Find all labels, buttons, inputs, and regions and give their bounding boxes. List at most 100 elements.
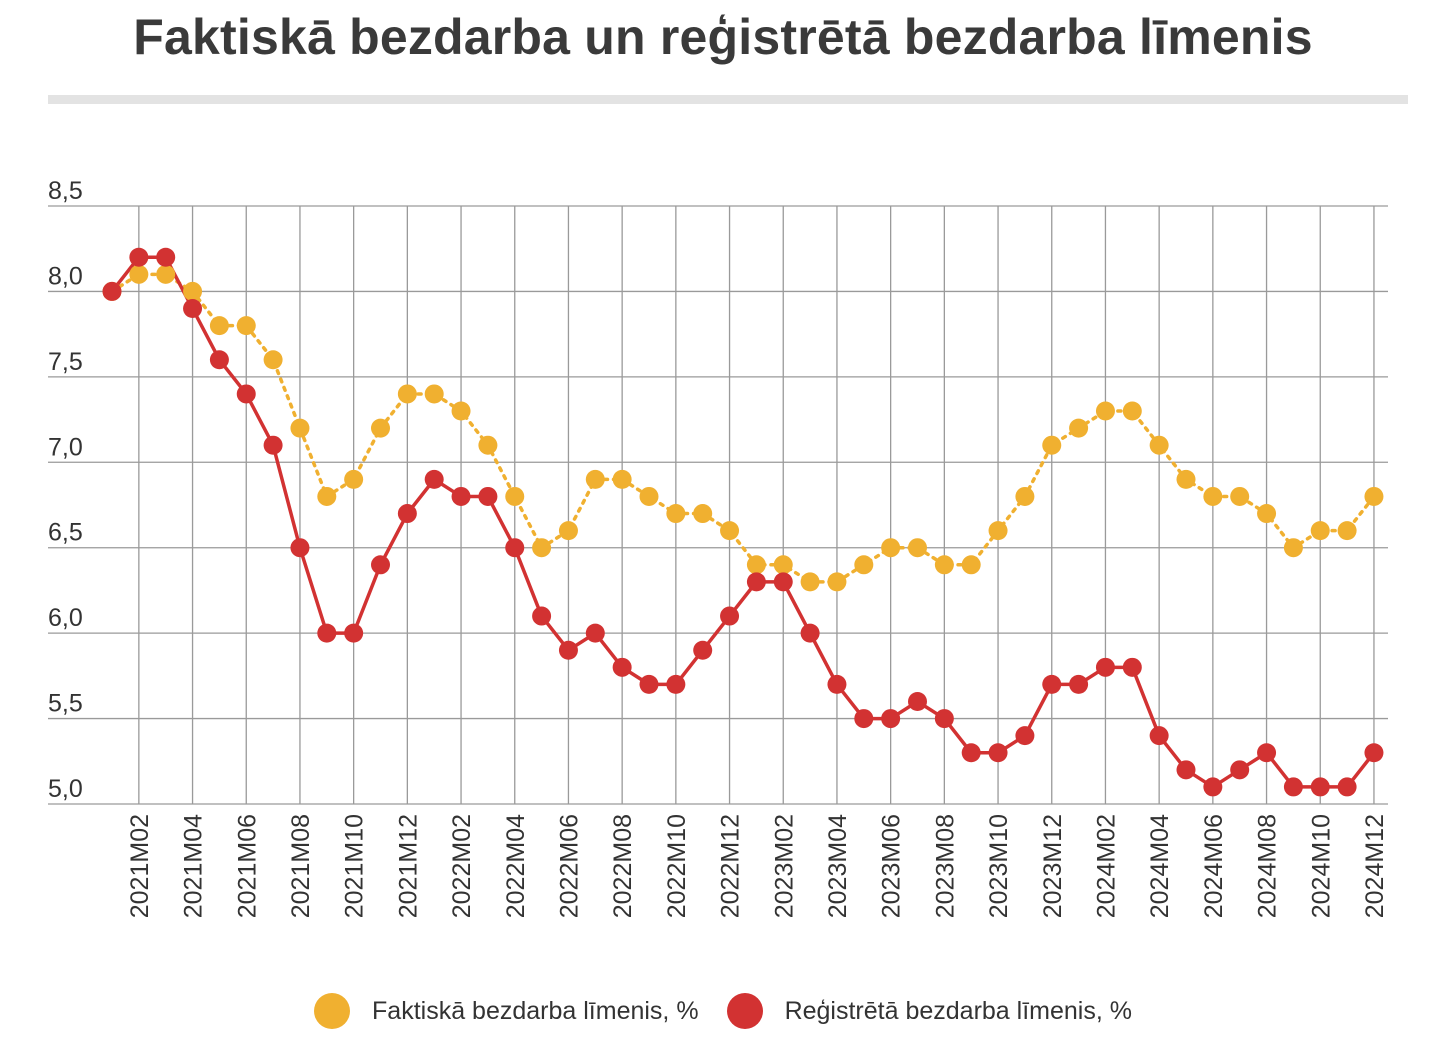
data-point-faktiska — [639, 486, 659, 506]
data-point-faktiska — [800, 572, 820, 592]
data-point-faktiska — [478, 435, 498, 455]
x-tick-label: 2021M04 — [180, 814, 208, 918]
x-tick-label: 2021M06 — [233, 814, 261, 918]
legend: Faktiskā bezdarba līmenis, % Reģistrētā … — [0, 993, 1446, 1029]
data-point-registreta — [1042, 674, 1062, 694]
x-tick-label: 2024M12 — [1361, 814, 1389, 918]
x-tick-label: 2024M06 — [1200, 814, 1228, 918]
x-tick-label: 2021M02 — [126, 814, 154, 918]
x-tick-label: 2024M04 — [1146, 814, 1174, 918]
data-point-registreta — [1095, 657, 1115, 677]
data-point-registreta — [209, 350, 229, 370]
data-point-faktiska — [424, 384, 444, 404]
line-chart: 5,0 5,5 6,0 6,5 7,0 7,5 8,0 8,5 2021M02 2021M04 20… — [48, 177, 1389, 918]
data-point-registreta — [854, 709, 874, 729]
x-tick-label: 2021M12 — [394, 814, 422, 918]
x-tick-label: 2024M10 — [1307, 814, 1335, 918]
data-point-registreta — [156, 247, 176, 267]
data-point-registreta — [1310, 777, 1330, 797]
data-point-faktiska — [773, 555, 793, 575]
data-point-registreta — [236, 384, 256, 404]
data-point-faktiska — [746, 555, 766, 575]
data-point-registreta — [371, 555, 390, 575]
data-point-registreta — [505, 538, 525, 558]
data-point-registreta — [451, 486, 471, 506]
legend-label-faktiska: Faktiskā bezdarba līmenis, % — [372, 996, 699, 1025]
data-point-faktiska — [263, 350, 283, 370]
data-point-registreta — [693, 640, 713, 660]
data-point-registreta — [102, 281, 122, 301]
data-point-registreta — [397, 504, 417, 524]
data-point-faktiska — [881, 538, 901, 558]
data-point-registreta — [1364, 743, 1384, 763]
data-point-faktiska — [908, 538, 927, 558]
data-point-registreta — [1283, 777, 1303, 797]
data-point-registreta — [1337, 777, 1357, 797]
data-point-registreta — [1257, 743, 1277, 763]
data-point-faktiska — [236, 316, 256, 336]
data-point-faktiska — [961, 555, 981, 575]
data-point-faktiska — [156, 264, 176, 284]
x-tick-label: 2024M02 — [1092, 814, 1120, 918]
data-point-registreta — [800, 623, 820, 643]
x-tick-label: 2022M06 — [555, 814, 583, 918]
x-tick-label: 2022M08 — [609, 814, 637, 918]
data-point-faktiska — [397, 384, 417, 404]
data-point-faktiska — [1042, 435, 1062, 455]
data-point-faktiska — [505, 486, 525, 506]
y-tick-label: 6,5 — [48, 519, 83, 547]
data-point-registreta — [344, 623, 364, 643]
data-point-faktiska — [1095, 401, 1115, 421]
x-tick-label: 2024M08 — [1254, 814, 1282, 918]
data-point-faktiska — [317, 486, 337, 506]
y-tick-label: 8,0 — [48, 262, 83, 290]
data-point-faktiska — [720, 521, 740, 541]
legend-item-registreta: Reģistrētā bezdarba līmenis, % — [726, 993, 1132, 1029]
data-point-registreta — [317, 623, 337, 643]
data-point-faktiska — [585, 469, 605, 489]
data-point-faktiska — [1257, 504, 1277, 524]
data-point-faktiska — [666, 504, 686, 524]
data-point-registreta — [263, 435, 283, 455]
data-point-faktiska — [1122, 401, 1142, 421]
data-point-faktiska — [451, 401, 471, 421]
data-point-faktiska — [854, 555, 874, 575]
data-point-registreta — [585, 623, 605, 643]
data-point-faktiska — [183, 281, 203, 301]
x-tick-label: 2022M12 — [717, 814, 745, 918]
data-point-faktiska — [988, 521, 1008, 541]
data-point-registreta — [720, 606, 740, 626]
data-point-faktiska — [532, 538, 552, 558]
data-point-faktiska — [827, 572, 847, 592]
data-point-faktiska — [129, 264, 149, 284]
x-tick-label: 2022M02 — [448, 814, 476, 918]
data-point-registreta — [478, 486, 498, 506]
data-point-faktiska — [1176, 469, 1196, 489]
x-tick-label: 2021M08 — [287, 814, 315, 918]
data-point-registreta — [1176, 760, 1196, 780]
data-point-registreta — [961, 743, 981, 763]
data-point-registreta — [290, 538, 310, 558]
data-point-registreta — [1015, 726, 1035, 746]
data-point-faktiska — [1364, 486, 1384, 506]
data-point-faktiska — [558, 521, 578, 541]
data-point-registreta — [1149, 726, 1169, 746]
title-divider — [48, 95, 1408, 104]
x-tick-label: 2022M04 — [502, 814, 530, 918]
data-point-faktiska — [371, 418, 390, 438]
data-point-faktiska — [344, 469, 364, 489]
y-tick-label: 8,5 — [48, 177, 83, 205]
data-point-registreta — [424, 469, 444, 489]
data-point-registreta — [639, 674, 659, 694]
data-point-faktiska — [1015, 486, 1035, 506]
data-point-registreta — [827, 674, 847, 694]
data-point-registreta — [746, 572, 766, 592]
data-point-registreta — [183, 299, 203, 319]
legend-label-registreta: Reģistrētā bezdarba līmenis, % — [784, 996, 1132, 1025]
y-tick-label: 7,5 — [48, 348, 83, 376]
data-point-registreta — [1203, 777, 1223, 797]
legend-item-faktiska: Faktiskā bezdarba līmenis, % — [314, 993, 699, 1029]
x-tick-label: 2023M10 — [985, 814, 1013, 918]
data-point-faktiska — [1283, 538, 1303, 558]
chart-title: Faktiskā bezdarba un reģistrētā bezdarba… — [133, 9, 1313, 65]
